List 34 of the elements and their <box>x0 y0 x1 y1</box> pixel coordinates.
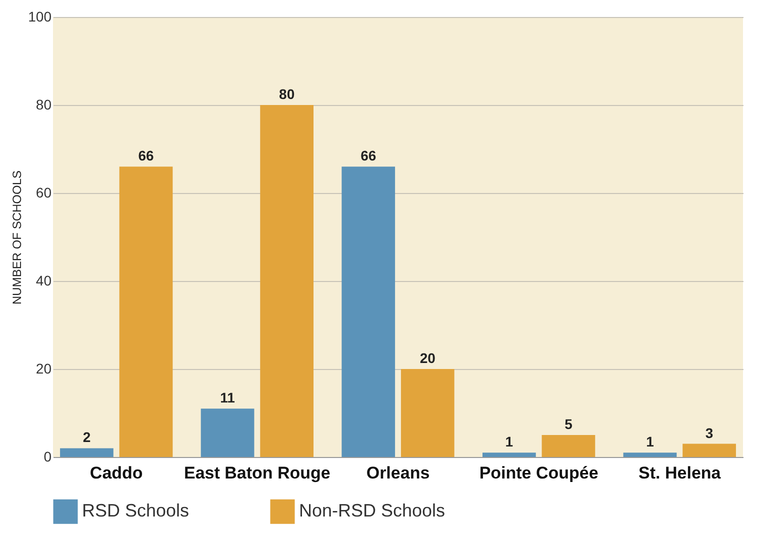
data-label: 1 <box>646 434 654 450</box>
y-tick-label: 60 <box>36 184 52 200</box>
data-label: 80 <box>279 86 295 102</box>
bar <box>260 105 314 457</box>
legend-label: Non-RSD Schools <box>299 500 446 521</box>
bar <box>400 369 454 457</box>
y-tick-label: 20 <box>36 360 52 376</box>
x-tick-label: Caddo <box>90 464 143 482</box>
y-tick-label: 80 <box>36 96 52 112</box>
bar <box>682 444 736 457</box>
y-axis-title: NUMBER OF SCHOOLS <box>10 170 24 305</box>
data-label: 66 <box>360 148 376 164</box>
y-tick-label: 0 <box>44 448 52 464</box>
legend-label: RSD Schools <box>82 500 190 521</box>
x-tick-label: Pointe Coupée <box>479 464 598 482</box>
bar <box>342 166 396 457</box>
data-label: 11 <box>220 390 236 406</box>
x-tick-label: Orleans <box>366 464 430 482</box>
data-label: 2 <box>82 429 91 446</box>
x-tick-label: East Baton Rouge <box>184 464 330 482</box>
bar <box>542 435 596 457</box>
x-tick-label: St. Helena <box>638 464 722 482</box>
data-label: 3 <box>705 424 714 441</box>
data-label: 5 <box>564 416 573 432</box>
bar <box>623 452 677 457</box>
bar <box>60 448 114 457</box>
data-label: 66 <box>138 148 154 164</box>
bar <box>119 166 173 457</box>
data-label: 20 <box>420 350 436 366</box>
bar <box>200 408 254 457</box>
y-tick-label: 40 <box>36 272 52 288</box>
data-label: 1 <box>505 434 514 450</box>
y-tick-label: 100 <box>28 8 52 24</box>
bar <box>482 452 536 457</box>
